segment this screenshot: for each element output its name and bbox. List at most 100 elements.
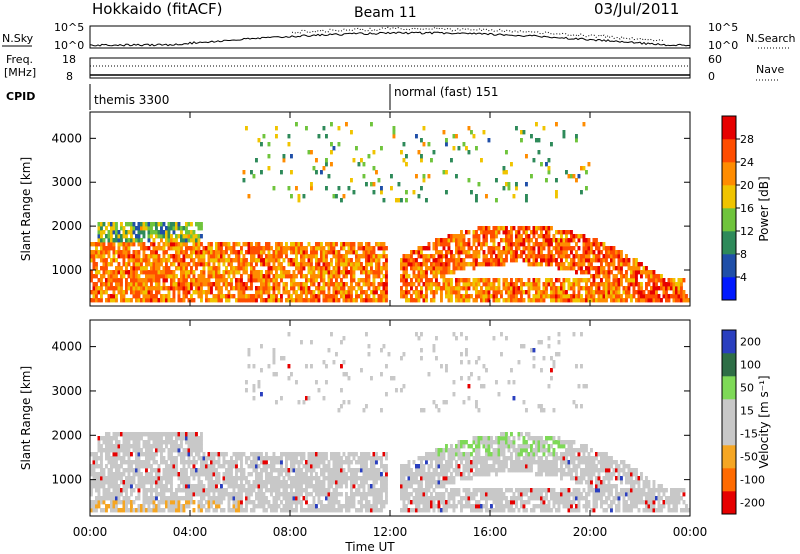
echo-cell xyxy=(165,472,168,477)
echo-cell xyxy=(305,274,308,279)
echo-cell xyxy=(155,496,158,501)
echo-cell xyxy=(272,348,276,353)
echo-cell xyxy=(177,448,181,453)
echo-cell xyxy=(160,500,163,505)
echo-cell xyxy=(245,504,248,509)
echo-cell xyxy=(200,488,203,493)
echo-cell xyxy=(375,254,378,259)
echo-cell xyxy=(442,456,446,461)
echo-cell xyxy=(295,500,298,505)
echo-cell xyxy=(127,246,131,251)
echo-cell xyxy=(170,496,173,501)
echo-cell xyxy=(477,250,481,255)
echo-cell xyxy=(630,266,633,271)
echo-cell xyxy=(217,254,221,259)
echo-cell xyxy=(92,274,96,279)
echo-cell xyxy=(120,254,123,259)
echo-cell xyxy=(155,484,158,489)
echo-cell xyxy=(245,456,248,461)
echo-cell xyxy=(440,250,443,255)
echo-cell xyxy=(112,456,116,461)
echo-cell xyxy=(432,480,436,485)
echo-cell xyxy=(307,278,311,283)
echo-cell xyxy=(132,488,136,493)
echo-cell xyxy=(147,448,151,453)
echo-cell xyxy=(252,294,256,299)
echo-cell xyxy=(217,472,221,477)
echo-cell xyxy=(445,444,448,449)
echo-cell xyxy=(355,488,358,493)
echo-cell xyxy=(317,484,321,489)
echo-cell xyxy=(162,246,166,251)
echo-cell xyxy=(155,488,158,493)
echo-cell xyxy=(522,230,526,235)
echo-cell xyxy=(377,258,381,263)
echo-cell xyxy=(552,258,556,263)
echo-cell xyxy=(330,332,333,337)
echo-cell xyxy=(575,234,578,239)
echo-cell xyxy=(282,250,286,255)
echo-cell xyxy=(620,254,623,259)
echo-cell xyxy=(315,480,318,485)
echo-cell xyxy=(385,496,388,501)
echo-cell xyxy=(300,460,303,465)
echo-cell xyxy=(342,242,346,247)
echo-cell xyxy=(260,286,263,291)
echo-cell xyxy=(562,298,566,303)
echo-cell xyxy=(195,436,198,441)
echo-cell xyxy=(107,496,111,501)
echo-cell xyxy=(177,436,181,441)
echo-cell xyxy=(240,504,243,509)
echo-cell xyxy=(345,496,348,501)
echo-cell xyxy=(245,492,248,497)
echo-cell xyxy=(372,496,376,501)
echo-cell xyxy=(312,266,316,271)
echo-cell xyxy=(295,242,298,247)
echo-cell xyxy=(262,496,266,501)
echo-cell xyxy=(300,476,303,481)
echo-cell xyxy=(260,368,263,373)
echo-cell xyxy=(255,504,258,509)
echo-cell xyxy=(545,262,548,267)
echo-cell xyxy=(415,480,418,485)
echo-cell xyxy=(505,234,508,239)
echo-cell xyxy=(362,476,366,481)
echo-cell xyxy=(160,298,163,303)
echo-cell xyxy=(362,464,366,469)
echo-cell xyxy=(142,488,146,493)
echo-cell xyxy=(247,250,251,255)
echo-cell xyxy=(380,294,383,299)
echo-cell xyxy=(622,258,626,263)
echo-cell xyxy=(265,460,268,465)
echo-cell xyxy=(487,138,491,143)
echo-cell xyxy=(180,262,183,267)
echo-cell xyxy=(482,290,486,295)
echo-cell xyxy=(195,222,198,227)
echo-cell xyxy=(212,500,216,505)
echo-cell xyxy=(585,186,588,191)
echo-cell xyxy=(332,496,336,501)
echo-cell xyxy=(452,146,456,151)
echo-cell xyxy=(337,186,341,191)
echo-cell xyxy=(252,258,256,263)
echo-cell xyxy=(385,492,388,497)
echo-cell xyxy=(137,440,141,445)
echo-cell xyxy=(405,266,408,271)
echo-cell xyxy=(215,266,218,271)
echo-cell xyxy=(285,242,288,247)
echo-cell xyxy=(207,282,211,287)
echo-cell xyxy=(445,508,448,513)
echo-cell xyxy=(400,480,403,485)
echo-cell xyxy=(180,488,183,493)
echo-cell xyxy=(185,286,188,291)
echo-cell xyxy=(322,246,326,251)
echo-cell xyxy=(462,246,466,251)
echo-cell xyxy=(197,468,201,473)
echo-cell xyxy=(297,460,301,465)
echo-cell xyxy=(165,480,168,485)
echo-cell xyxy=(142,464,146,469)
echo-cell xyxy=(95,460,98,465)
echo-cell xyxy=(197,500,201,505)
echo-cell xyxy=(147,488,151,493)
echo-cell xyxy=(567,294,571,299)
